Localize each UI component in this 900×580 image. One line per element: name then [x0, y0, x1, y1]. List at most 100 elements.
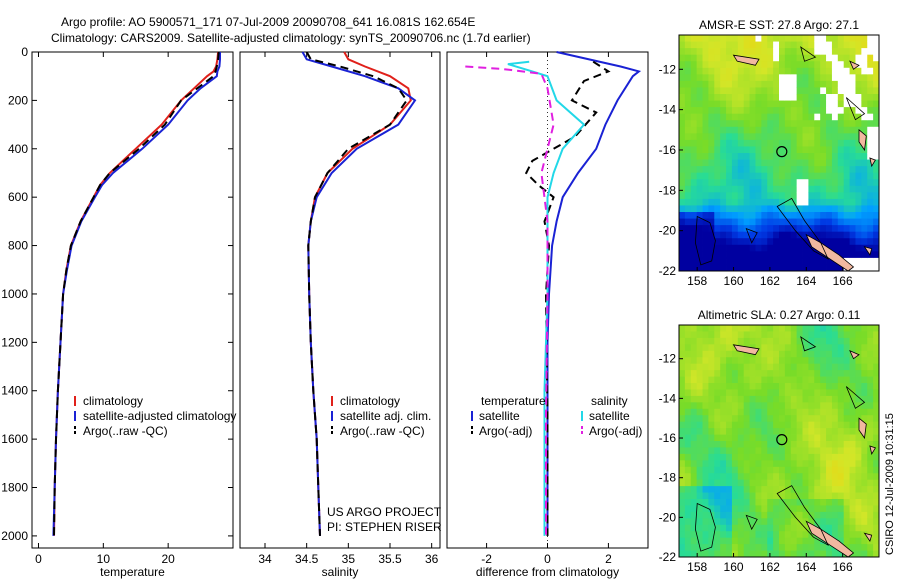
map-cell — [779, 518, 786, 526]
map-cell — [755, 453, 762, 461]
map-cell — [855, 428, 862, 435]
map-cell — [737, 257, 745, 265]
map-cell — [749, 166, 756, 174]
map-cell — [761, 205, 768, 213]
map-cell — [749, 225, 756, 233]
map-cell — [784, 238, 792, 246]
map-cell — [873, 41, 880, 49]
map-cell — [726, 466, 733, 474]
map-cell — [820, 192, 827, 200]
map-cell — [726, 107, 733, 115]
map-cell — [831, 244, 839, 252]
map-cell — [837, 87, 845, 95]
map-cell — [826, 428, 833, 435]
map-cell — [843, 120, 850, 128]
map-cell — [802, 544, 809, 551]
map-cell — [749, 331, 756, 339]
map-cell — [855, 363, 862, 371]
map-cell — [826, 238, 833, 246]
map-cell — [773, 35, 780, 42]
map-cell — [814, 395, 821, 403]
map-cell — [743, 402, 750, 410]
map-cell — [808, 479, 815, 487]
map-cell — [702, 550, 709, 558]
map-cell — [714, 107, 721, 115]
map-cell — [767, 544, 774, 551]
map-cell — [726, 153, 733, 160]
map-cell — [696, 107, 703, 115]
map-cell — [843, 225, 850, 233]
map-cell — [690, 133, 698, 141]
map-cell — [808, 492, 815, 500]
map-cell — [814, 325, 821, 332]
map-cell — [755, 238, 762, 246]
map-cell — [737, 126, 745, 134]
map-cell — [773, 428, 780, 435]
map-cell — [679, 370, 686, 377]
map-cell — [749, 486, 756, 493]
map-cell — [790, 447, 798, 455]
map-cell — [743, 518, 750, 526]
map-cell — [802, 499, 809, 506]
map-cell — [831, 48, 839, 56]
map-cell — [726, 395, 733, 403]
map-cell — [755, 133, 762, 141]
map-cell — [737, 133, 745, 141]
map-cell — [837, 205, 845, 213]
map-cell — [702, 544, 709, 551]
map-cell — [820, 198, 827, 206]
map-cell — [761, 383, 768, 390]
map-cell — [726, 415, 733, 423]
map-cell — [773, 198, 780, 206]
map-cell — [779, 499, 786, 506]
map-cell — [696, 225, 703, 233]
map-cell — [826, 48, 833, 56]
map-cell — [755, 537, 762, 545]
map-cell — [690, 80, 698, 88]
map-cell — [708, 264, 715, 272]
map-cell — [690, 325, 698, 332]
map-cell — [731, 35, 739, 42]
map-cell — [837, 331, 845, 339]
map-cell — [802, 94, 809, 101]
map-cell — [737, 107, 745, 115]
map-cell — [684, 159, 692, 167]
map-cell — [861, 54, 868, 62]
map-cell — [684, 350, 692, 358]
map-cell — [743, 212, 750, 219]
map-cell — [731, 257, 739, 265]
map-cell — [714, 159, 721, 167]
map-cell — [761, 264, 768, 272]
map-cell — [696, 166, 703, 174]
map-cell — [867, 402, 874, 410]
map-cell — [831, 473, 839, 481]
map-cell — [708, 492, 715, 500]
map-cell — [867, 120, 874, 128]
map-cell — [808, 428, 815, 435]
map-cell — [779, 198, 786, 206]
map-cell — [855, 251, 862, 259]
map-cell — [679, 120, 686, 128]
map-cell — [779, 325, 786, 332]
map-cell — [802, 251, 809, 259]
map-cell — [837, 67, 845, 75]
map-cell — [708, 205, 715, 213]
map-cell — [831, 357, 839, 365]
map-cell — [790, 41, 798, 49]
map-cell — [708, 172, 715, 180]
map-cell — [684, 337, 692, 345]
map-cell — [808, 212, 815, 219]
map-cell — [779, 61, 786, 69]
island-shape — [849, 350, 860, 360]
map-cell — [726, 486, 733, 493]
map-cell — [737, 531, 745, 539]
map-cell — [737, 499, 745, 506]
map-cell — [708, 524, 715, 532]
map-cell — [814, 428, 821, 435]
map-cell — [867, 363, 874, 371]
map-cell — [790, 74, 798, 82]
map-cell — [843, 421, 850, 429]
map-cell — [849, 460, 856, 468]
map-cell — [837, 251, 845, 259]
